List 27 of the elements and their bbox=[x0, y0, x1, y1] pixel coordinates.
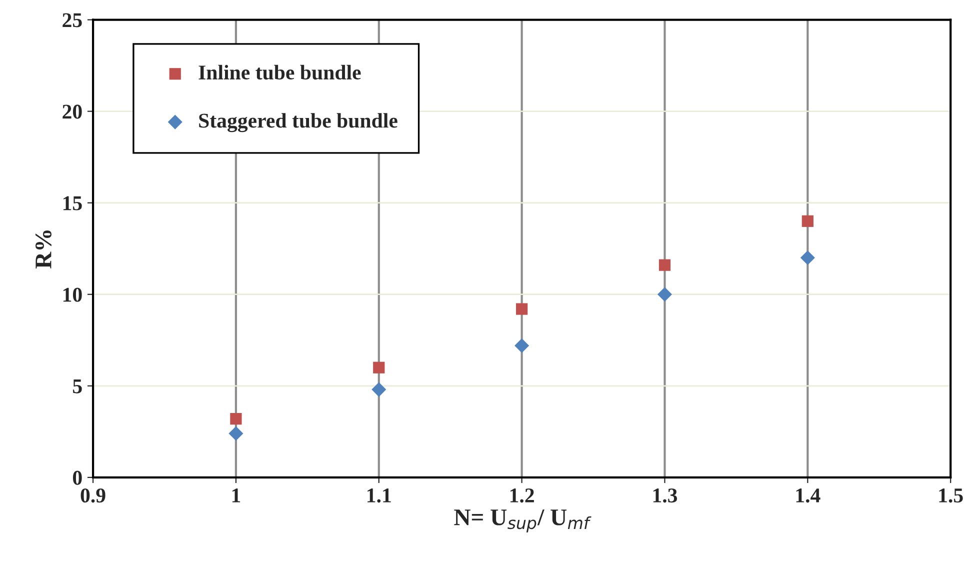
point bbox=[230, 413, 242, 425]
x-tick-label: 1.2 bbox=[510, 488, 534, 503]
x-tick-label: 1.4 bbox=[796, 488, 820, 503]
point bbox=[657, 287, 672, 302]
point bbox=[802, 215, 814, 227]
point bbox=[514, 338, 530, 353]
x-tick-label: 0.9 bbox=[80, 488, 106, 503]
point bbox=[372, 382, 386, 397]
y-tick-label: 10 bbox=[63, 288, 82, 302]
point bbox=[516, 303, 528, 315]
y-tick-label: 20 bbox=[62, 104, 82, 119]
y-tick-label: 0 bbox=[72, 470, 82, 485]
point bbox=[658, 259, 671, 271]
x-tick-label: 1.3 bbox=[653, 488, 678, 503]
x-tick-label: 1 bbox=[232, 488, 240, 502]
point bbox=[228, 426, 244, 441]
y-tick-label: 15 bbox=[63, 196, 82, 210]
y-tick-label: 5 bbox=[73, 379, 82, 394]
x-axis-title: N= U$_{sup}$/ U$_{mf}$ bbox=[454, 510, 592, 532]
point bbox=[373, 362, 385, 374]
legend-label: Inline tube bundle bbox=[198, 64, 361, 80]
y-tick-label: 25 bbox=[62, 13, 82, 28]
legend-label: Staggered tube bundle bbox=[199, 113, 398, 132]
x-tick-label: 1.5 bbox=[939, 488, 963, 503]
y-axis-title: R% bbox=[35, 230, 52, 269]
x-tick-label: 1.1 bbox=[368, 488, 391, 503]
point bbox=[800, 250, 815, 266]
